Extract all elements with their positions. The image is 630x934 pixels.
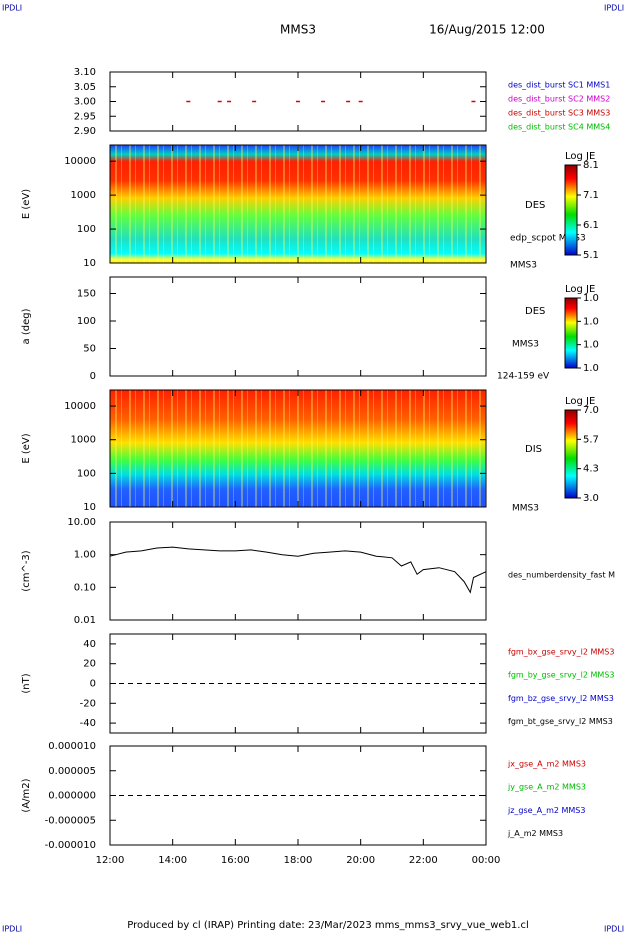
panel-label: 124-159 eV (497, 372, 550, 382)
spectrogram-texture (110, 145, 486, 263)
panel-label: DES (525, 200, 545, 211)
y-tick-label: 10000 (64, 401, 96, 412)
y-axis-label: E (eV) (21, 433, 32, 463)
x-tick-label: 22:00 (409, 855, 438, 866)
y-tick-label: 2.90 (74, 126, 96, 137)
corner-label: IPDLI (2, 925, 22, 934)
panel-label: MMS3 (510, 261, 537, 271)
y-tick-label: 10 (83, 258, 96, 269)
y-tick-label: 0.000010 (48, 741, 96, 752)
panel-label: MMS3 (512, 340, 539, 350)
legend-entry: jz_gse_A_m2 MMS3 (507, 806, 585, 815)
colorbar-tick-label: 1.0 (583, 293, 599, 304)
corner-label: IPDLI (2, 4, 22, 13)
colorbar-tick-label: 1.0 (583, 363, 599, 374)
colorbar-tick-label: 4.3 (583, 464, 599, 475)
colorbar-label: Log JE (565, 284, 595, 295)
y-tick-label: 2.95 (74, 111, 96, 122)
panel-frame (109, 521, 487, 621)
y-tick-label: 0.000005 (48, 766, 96, 777)
legend-entry: jx_gse_A_m2 MMS3 (507, 760, 586, 769)
x-tick-label: 12:00 (96, 855, 125, 866)
x-tick-label: 14:00 (158, 855, 187, 866)
colorbar-label: Log JE (565, 151, 595, 162)
y-tick-label: 1.00 (74, 550, 96, 561)
panel-label: DES (525, 306, 545, 317)
y-tick-label: 3.10 (74, 67, 96, 78)
colorbar-tick-label: 1.0 (583, 340, 599, 351)
legend-entry: des_dist_burst SC3 MMS3 (508, 109, 610, 118)
panel-label: DIS (525, 444, 542, 455)
legend-entry: des_dist_burst SC2 MMS2 (508, 95, 610, 104)
legend-entry: fgm_bx_gse_srvy_l2 MMS3 (508, 648, 614, 657)
spectrogram-texture (110, 390, 486, 507)
line (109, 546, 487, 594)
y-tick-label: -0.000005 (45, 815, 96, 826)
y-tick-label: 0.01 (74, 615, 96, 626)
y-axis-label: a (deg) (21, 308, 32, 344)
y-tick-label: 100 (77, 316, 96, 327)
y-tick-label: 0 (90, 679, 96, 690)
colorbar (564, 409, 578, 499)
colorbar (564, 164, 578, 256)
y-tick-label: 50 (83, 344, 96, 355)
y-axis-label: E (eV) (21, 189, 32, 219)
colorbar-tick-label: 6.1 (583, 220, 599, 231)
colorbar-tick-label: 5.1 (583, 250, 599, 261)
y-tick-label: 3.00 (74, 97, 96, 108)
legend-entry: fgm_bz_gse_srvy_l2 MMS3 (508, 694, 614, 703)
y-tick-label: -40 (80, 718, 96, 729)
x-tick-label: 00:00 (472, 855, 501, 866)
legend-entry: j_A_m2 MMS3 (507, 829, 563, 838)
x-tick-label: 18:00 (284, 855, 313, 866)
y-tick-label: 3.05 (74, 82, 96, 93)
legend-entry: fgm_bt_gse_srvy_l2 MMS3 (508, 717, 613, 726)
legend-entry: des_dist_burst SC1 MMS1 (508, 81, 610, 90)
colorbar-tick-label: 5.7 (583, 434, 599, 445)
legend-entry: des_numberdensity_fast M (508, 571, 615, 580)
y-tick-label: 20 (83, 659, 96, 670)
x-tick-label: 20:00 (346, 855, 375, 866)
panel-label: MMS3 (512, 504, 539, 514)
colorbar-tick-label: 8.1 (583, 160, 599, 171)
y-tick-label: -20 (80, 698, 96, 709)
legend-entry: des_dist_burst SC4 MMS4 (508, 123, 610, 132)
footer: Produced by cl (IRAP) Printing date: 23/… (127, 920, 528, 931)
y-axis-label: (A/m2) (21, 778, 32, 812)
legend-entry: fgm_by_gse_srvy_l2 MMS3 (508, 671, 614, 680)
colorbar-tick-label: 7.1 (583, 190, 599, 201)
panel-label: edp_scpot MMS3 (510, 234, 586, 244)
y-axis-label: (nT) (21, 673, 32, 693)
colorbar-label: Log JE (565, 396, 595, 407)
colorbar-tick-label: 7.0 (583, 405, 599, 416)
colorbar-tick-label: 1.0 (583, 316, 599, 327)
y-tick-label: 1000 (71, 435, 96, 446)
y-tick-label: 40 (83, 639, 96, 650)
colorbar (564, 297, 578, 369)
legend-entry: jy_gse_A_m2 MMS3 (507, 783, 586, 792)
y-tick-label: 150 (77, 289, 96, 300)
y-tick-label: 100 (77, 468, 96, 479)
y-tick-label: 10 (83, 502, 96, 513)
corner-label: IPDLI (604, 4, 624, 13)
y-tick-label: -0.000010 (45, 840, 96, 851)
colorbar-tick-label: 3.0 (583, 493, 599, 504)
panel-frame (109, 276, 487, 377)
y-tick-label: 100 (77, 224, 96, 235)
y-tick-label: 10000 (64, 156, 96, 167)
y-tick-label: 10.00 (67, 517, 96, 528)
title: MMS3 (280, 23, 316, 37)
y-tick-label: 0.10 (74, 582, 96, 593)
y-tick-label: 0 (90, 371, 96, 382)
x-tick-label: 16:00 (221, 855, 250, 866)
y-tick-label: 1000 (71, 190, 96, 201)
y-tick-label: 0.000000 (48, 791, 96, 802)
corner-label: IPDLI (604, 925, 624, 934)
y-axis-label: (cm^-3) (21, 550, 32, 591)
date: 16/Aug/2015 12:00 (429, 23, 545, 37)
